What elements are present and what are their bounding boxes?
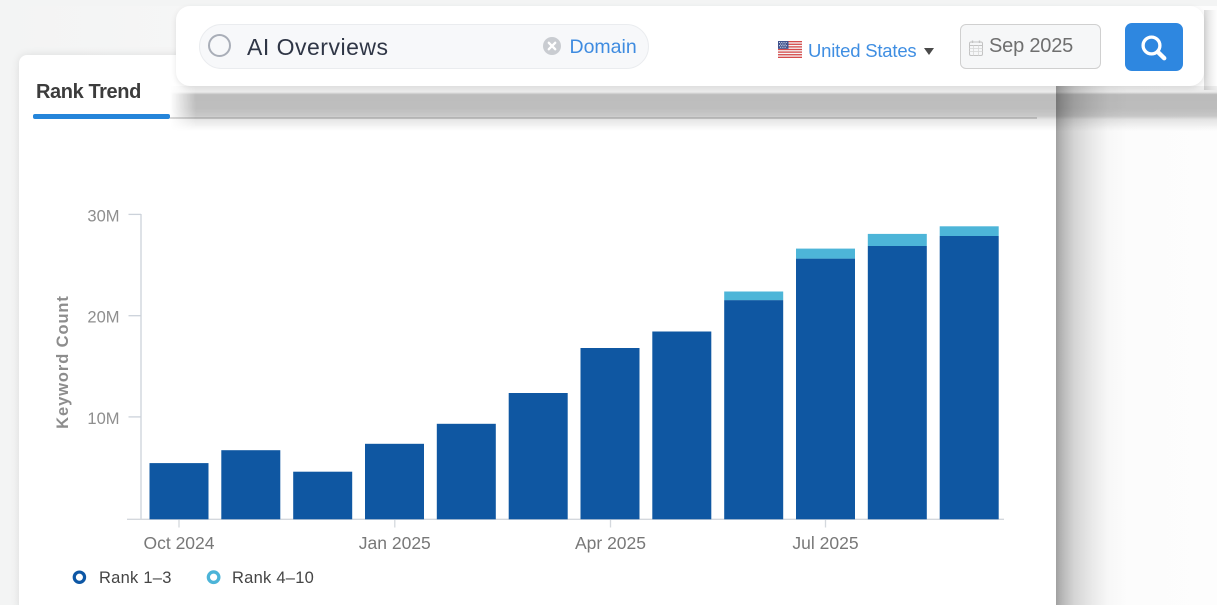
svg-text:Jul 2025: Jul 2025 bbox=[792, 533, 858, 553]
svg-text:Oct 2024: Oct 2024 bbox=[143, 533, 214, 553]
svg-text:Rank 1–3: Rank 1–3 bbox=[99, 569, 172, 587]
svg-text:Apr 2025: Apr 2025 bbox=[575, 533, 646, 553]
svg-text:Keyword Count: Keyword Count bbox=[54, 295, 72, 429]
svg-text:Jan 2025: Jan 2025 bbox=[359, 533, 431, 553]
svg-text:30M: 30M bbox=[87, 207, 119, 225]
svg-text:Rank 4–10: Rank 4–10 bbox=[232, 569, 314, 587]
svg-text:20M: 20M bbox=[87, 309, 119, 327]
svg-text:10M: 10M bbox=[87, 410, 119, 428]
